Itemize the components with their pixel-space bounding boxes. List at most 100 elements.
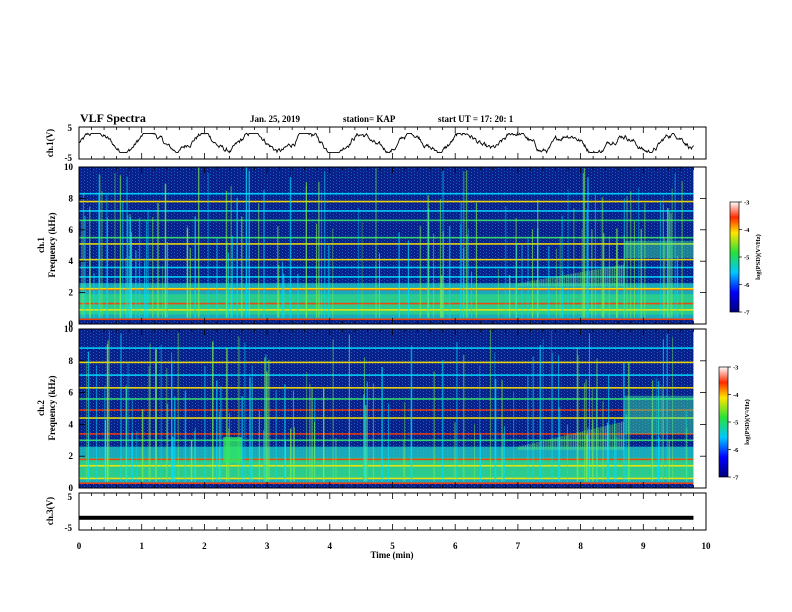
rising-emission — [523, 282, 525, 287]
rising-emission — [555, 276, 557, 287]
rising-emission — [560, 436, 562, 450]
impulse-streak — [207, 173, 209, 318]
ch3-ytick-top: 5 — [68, 492, 73, 502]
impulse-streak — [114, 173, 116, 318]
rising-emission — [587, 430, 589, 450]
rising-emission — [526, 281, 528, 287]
impulse-streak — [127, 362, 129, 482]
rising-emission — [535, 280, 537, 287]
impulse-streak — [197, 167, 200, 318]
rising-emission — [548, 277, 550, 287]
impulse-streak — [264, 387, 266, 482]
spectral-line — [79, 200, 694, 203]
impulse-streak — [335, 438, 337, 482]
rising-emission — [612, 424, 614, 450]
impulse-streak — [410, 381, 412, 482]
spectral-line — [79, 210, 694, 212]
impulse-streak — [582, 173, 584, 318]
impulse-streak — [398, 232, 400, 318]
impulse-streak — [131, 432, 133, 482]
spectral-line — [79, 287, 694, 290]
rising-emission — [548, 439, 550, 450]
impulse-streak — [155, 349, 157, 482]
impulse-streak — [388, 403, 390, 482]
rising-emission — [535, 442, 537, 450]
impulse-streak — [589, 333, 591, 482]
rising-emission — [517, 283, 520, 287]
rising-emission — [596, 269, 598, 287]
figure-title: VLF Spectra — [80, 111, 146, 125]
station-label: station= KAP — [343, 114, 396, 124]
rising-emission — [620, 422, 623, 450]
impulse-streak — [467, 228, 469, 318]
impulse-streak — [314, 421, 316, 482]
impulse-streak — [166, 368, 168, 482]
impulse-streak — [532, 356, 534, 482]
rising-emission — [597, 427, 600, 450]
rising-emission — [533, 442, 536, 450]
impulse-streak — [236, 197, 238, 318]
impulse-streak — [440, 275, 443, 318]
impulse-streak — [218, 410, 221, 482]
rising-emission — [562, 275, 564, 287]
impulse-streak — [558, 355, 560, 482]
impulse-streak — [503, 426, 506, 482]
impulse-streak — [658, 381, 660, 482]
impulse-streak — [602, 401, 604, 482]
rising-emission — [613, 266, 616, 287]
impulse-streak — [245, 167, 248, 318]
impulse-streak — [466, 170, 468, 318]
ch1-waveform-panel: 5 -5 ch.1(V) — [45, 123, 707, 163]
impulse-streak — [539, 345, 542, 482]
impulse-streak — [357, 207, 359, 318]
impulse-streak — [505, 206, 507, 318]
impulse-streak — [592, 419, 594, 482]
rising-emission — [604, 425, 607, 450]
impulse-streak — [275, 390, 277, 482]
impulse-streak — [220, 386, 222, 482]
impulse-streak — [474, 424, 476, 482]
impulse-streak — [251, 365, 253, 482]
impulse-streak — [587, 427, 589, 482]
rising-emission — [519, 446, 521, 450]
spectral-line — [79, 417, 694, 419]
impulse-streak — [244, 342, 246, 482]
impulse-streak — [685, 410, 687, 482]
impulse-streak — [502, 433, 505, 482]
ch1-ytick-top: 5 — [68, 123, 73, 133]
impulse-streak — [322, 388, 325, 482]
impulse-streak — [263, 430, 265, 482]
rising-emission — [608, 267, 610, 287]
time-tick-label: 5 — [390, 541, 395, 551]
impulse-streak — [398, 267, 400, 318]
impulse-streak — [106, 194, 108, 318]
impulse-streak — [248, 170, 250, 318]
rising-emission — [587, 270, 589, 287]
spectral-line — [79, 243, 694, 245]
rising-emission — [619, 422, 621, 450]
impulse-streak — [419, 225, 422, 318]
rising-emission — [546, 278, 548, 287]
rising-emission — [572, 433, 575, 450]
impulse-streak — [661, 385, 663, 482]
rising-emission — [565, 435, 568, 450]
rising-emission — [578, 432, 580, 450]
impulse-streak — [241, 396, 244, 482]
impulse-streak — [292, 390, 294, 482]
rising-emission — [553, 276, 555, 287]
frequency-tick-label: 0 — [69, 483, 74, 493]
impulse-streak — [87, 351, 90, 482]
impulse-streak — [263, 190, 265, 318]
impulse-streak — [442, 231, 444, 318]
impulse-streak — [130, 217, 132, 318]
impulse-streak — [672, 337, 674, 482]
rising-emission — [528, 281, 530, 287]
impulse-streak — [186, 225, 188, 318]
impulse-streak — [204, 366, 206, 482]
colorbar-tick-label: -7 — [733, 475, 739, 482]
impulse-streak — [676, 255, 679, 318]
rising-emission — [525, 444, 527, 450]
impulse-streak — [268, 359, 270, 482]
time-tick-label: 4 — [328, 541, 333, 551]
